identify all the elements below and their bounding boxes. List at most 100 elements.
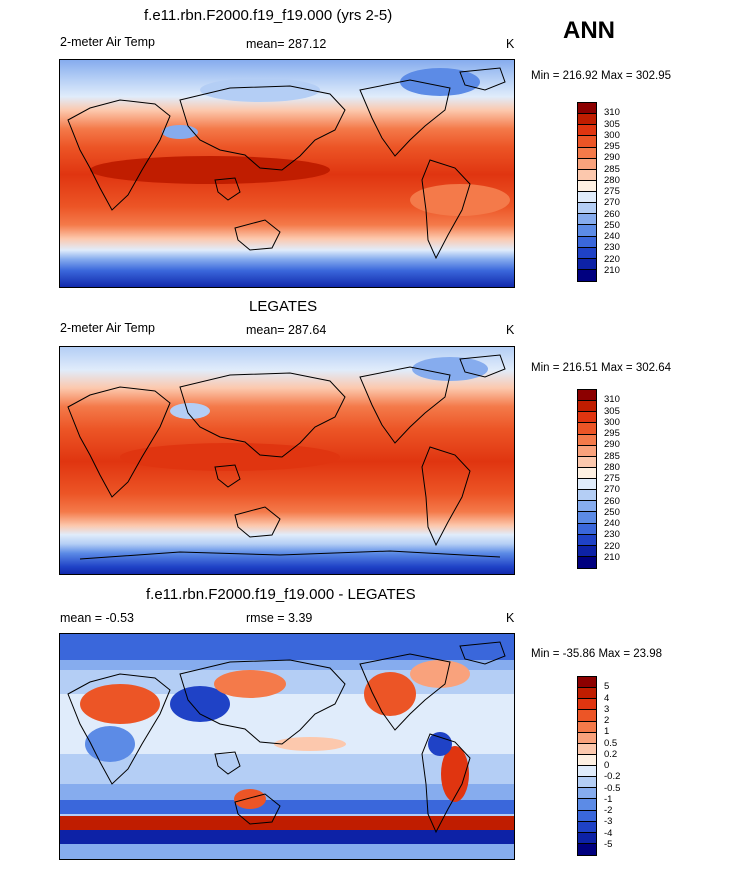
panel-3-units: K [506, 611, 515, 625]
colorbar-segment [578, 743, 596, 755]
colorbar-tick-label: 210 [604, 264, 620, 276]
panel-2-left-label: 2-meter Air Temp [60, 321, 155, 335]
colorbar-segment [578, 832, 596, 844]
colorbar-segment [578, 721, 596, 733]
colorbar-tick-label: 280 [604, 174, 620, 186]
colorbar-segment [578, 821, 596, 833]
colorbar-segment [578, 203, 596, 215]
colorbar-tick-label: 230 [604, 242, 620, 254]
colorbar-segment [578, 423, 596, 435]
panel-3-colorbar [577, 676, 597, 856]
colorbar-tick-label: 300 [604, 416, 620, 428]
colorbar-tick-label: 295 [604, 141, 620, 152]
panel-1-map-field [60, 60, 514, 287]
colorbar-segment [578, 843, 596, 855]
colorbar-segment [578, 534, 596, 546]
panel-2-map [59, 346, 515, 575]
colorbar-tick-label: 310 [604, 394, 620, 406]
colorbar-tick-label: -0.5 [604, 782, 621, 794]
colorbar-tick-label: 240 [604, 518, 620, 529]
colorbar-segment [578, 169, 596, 181]
panel-1-title: f.e11.rbn.F2000.f19_f19.000 (yrs 2-5) [144, 7, 393, 24]
colorbar-segment [578, 788, 596, 800]
colorbar-tick-label: 260 [604, 208, 620, 220]
colorbar-segment [578, 236, 596, 248]
panel-1-minmax: Min = 216.92 Max = 302.95 [531, 70, 672, 82]
colorbar-segment [578, 490, 596, 502]
panel-2-units: K [506, 323, 515, 337]
colorbar-tick-label: 285 [604, 163, 620, 175]
colorbar-segment [578, 445, 596, 457]
colorbar-segment [578, 434, 596, 446]
colorbar-tick-label: 280 [604, 461, 620, 473]
colorbar-tick-label: 0.2 [604, 748, 618, 760]
panel-2-map-field [60, 347, 514, 574]
colorbar-segment [578, 677, 596, 689]
colorbar-tick-label: -0.2 [604, 771, 621, 783]
panel-3-map [59, 633, 515, 860]
colorbar-tick-label: 285 [604, 450, 620, 462]
colorbar-segment [578, 545, 596, 557]
colorbar-segment [578, 556, 596, 568]
colorbar-tick-label: 275 [604, 473, 620, 484]
colorbar-tick-label: -3 [604, 816, 613, 828]
colorbar-segment [578, 523, 596, 535]
colorbar-segment [578, 390, 596, 402]
panel-1-left-label: 2-meter Air Temp [60, 35, 155, 49]
colorbar-segment [578, 512, 596, 524]
colorbar-tick-label: 220 [604, 253, 620, 265]
colorbar-segment [578, 732, 596, 744]
colorbar-segment [578, 114, 596, 126]
colorbar-tick-label: 250 [604, 506, 620, 518]
panel-2-colorbar [577, 389, 597, 569]
colorbar-tick-label: 295 [604, 428, 620, 439]
panel-3-title: f.e11.rbn.F2000.f19_f19.000 - LEGATES [146, 586, 416, 603]
colorbar-segment [578, 147, 596, 159]
colorbar-segment [578, 269, 596, 281]
colorbar-segment [578, 754, 596, 766]
panel-1-colorbar [577, 102, 597, 282]
colorbar-tick-label: 300 [604, 129, 620, 141]
colorbar-segment [578, 247, 596, 259]
colorbar-segment [578, 158, 596, 170]
panel-3-minmax: Min = -35.86 Max = 23.98 [531, 648, 663, 660]
colorbar-segment [578, 214, 596, 226]
colorbar-tick-label: -5 [604, 838, 613, 850]
colorbar-segment [578, 501, 596, 513]
panel-3-center-label: rmse = 3.39 [246, 611, 313, 625]
colorbar-segment [578, 699, 596, 711]
colorbar-tick-label: 4 [604, 692, 610, 704]
colorbar-segment [578, 710, 596, 722]
colorbar-tick-label: 0 [604, 760, 610, 771]
colorbar-tick-label: 290 [604, 152, 620, 164]
panel-3-left-label: mean = -0.53 [60, 611, 135, 625]
colorbar-tick-label: 230 [604, 529, 620, 541]
colorbar-segment [578, 125, 596, 137]
panel-1-center-label: mean= 287.12 [246, 37, 327, 51]
colorbar-segment [578, 401, 596, 413]
colorbar-tick-label: 2 [604, 715, 610, 726]
panel-2-title: LEGATES [249, 298, 318, 315]
colorbar-tick-label: 275 [604, 186, 620, 197]
colorbar-segment [578, 192, 596, 204]
colorbar-tick-label: 0.5 [604, 737, 618, 749]
colorbar-tick-label: 270 [604, 484, 620, 496]
colorbar-tick-label: -4 [604, 827, 613, 839]
colorbar-segment [578, 467, 596, 479]
colorbar-segment [578, 479, 596, 491]
colorbar-segment [578, 180, 596, 192]
panel-2-center-label: mean= 287.64 [246, 323, 327, 337]
colorbar-tick-label: 290 [604, 439, 620, 451]
colorbar-segment [578, 136, 596, 148]
panel-3-map-field [60, 634, 514, 859]
panel-1-map [59, 59, 515, 288]
colorbar-tick-label: 240 [604, 231, 620, 242]
colorbar-tick-label: 305 [604, 118, 620, 130]
panel-2-minmax: Min = 216.51 Max = 302.64 [531, 362, 672, 374]
colorbar-tick-label: 210 [604, 551, 620, 563]
colorbar-tick-label: -2 [604, 805, 613, 816]
colorbar-segment [578, 258, 596, 270]
colorbar-segment [578, 799, 596, 811]
colorbar-segment [578, 456, 596, 468]
colorbar-tick-label: 3 [604, 703, 610, 715]
